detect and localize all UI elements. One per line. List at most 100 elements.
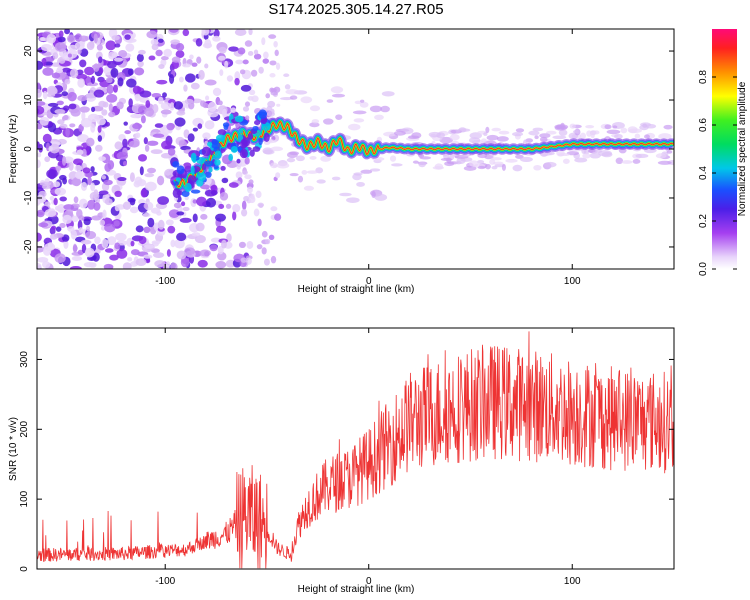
spectrogram-cell [418,162,426,168]
spectrogram-cell [175,50,185,59]
spectrogram-cell [140,115,146,124]
spectrogram-cell [360,169,373,174]
spectrogram-cell [77,95,88,102]
spectrogram-cell [54,41,67,52]
spectrogram-cell [360,99,365,103]
spectrogram-cell [128,140,140,148]
spectrogram-cell [544,161,557,168]
spectrogram-cell [303,185,315,191]
spectrogram-cell [242,106,250,112]
spectrogram-cell [71,256,83,261]
spectrogram-cell [256,244,263,250]
spectrogram-cell [63,114,69,121]
spectrogram-cell [172,161,180,168]
spectrogram-cell [132,123,143,130]
spectrogram-cell [240,139,247,150]
spectrogram-cell [232,211,237,221]
spectrogram-cell [87,199,96,210]
spectrogram-cell [191,62,198,67]
spectrogram-cell [244,40,253,47]
spectrogram-cell [37,88,42,98]
spectrogram-cell [251,95,259,103]
spectrogram-cell [196,196,207,207]
spectrogram-cell [407,135,420,140]
spectrogram-cell [268,234,275,240]
spectrogram-cell [658,133,672,140]
spectrogram-cell [182,206,190,212]
spectrogram-cell [208,166,213,173]
spectrogram-cell [44,201,51,207]
spectrogram-cell [165,219,174,226]
spectrogram-cell [556,124,562,130]
spectrogram-cell [266,105,273,112]
spectrogram-cell [92,105,104,112]
spectrogram-cell [164,168,175,179]
spectrogram-cell [539,136,548,143]
spectrogram-cell [68,161,74,171]
spectrogram-cell [122,201,132,210]
spectrogram-cell [252,146,261,152]
spectrogram-cell [354,100,362,105]
spectrogram-cell [207,108,220,118]
spectrogram-cell [205,197,217,208]
spectrogram-cell [589,152,601,159]
spectrogram-cell [252,125,259,131]
spectrogram-cell [174,238,185,249]
spectrogram-y-tick-label: 10 [23,94,34,106]
spectrogram-cell [261,37,266,46]
spectrogram-cell [155,49,163,57]
spectrogram-cell [258,66,264,74]
spectrogram-cell [512,164,523,172]
snr-x-tick-label: 0 [366,576,372,587]
spectrogram-cell [44,56,55,63]
spectrogram-cell [525,138,534,143]
spectrogram-cell [195,38,203,47]
spectrogram-cell [200,100,206,107]
spectrogram-cell [67,91,77,102]
spectrogram-cell [138,49,146,55]
spectrogram-cell [129,198,136,206]
spectrogram-cell [124,130,132,135]
spectrogram-cell [178,76,184,83]
spectrogram-cell [99,219,106,226]
spectrogram-cell [204,38,212,49]
spectrogram-cell [176,211,185,216]
spectrogram-cell [246,240,254,249]
spectrogram-cell [78,35,89,42]
spectrogram-cell [546,130,557,135]
spectrogram-cell [49,195,55,201]
spectrogram-cell [158,96,164,105]
snr-x-tick-label: 100 [564,576,581,587]
spectrogram-cell [103,263,114,269]
spectrogram-cell [80,239,92,245]
spectrogram-cell [151,92,162,98]
spectrogram-cell [42,133,52,143]
spectrogram-cell [122,262,132,269]
spectrogram-cell [255,190,262,199]
spectrogram-cell [103,179,113,186]
spectrogram-cell [129,172,135,183]
spectrogram-cell [286,157,296,163]
spectrogram-cell [101,175,107,180]
spectrogram-cell [225,259,236,268]
spectrogram-cell [215,134,226,142]
spectrogram-cell [234,71,241,81]
spectrogram-cell [262,149,275,155]
spectrogram-cell [77,78,85,88]
spectrogram-cell [115,232,127,242]
spectrogram-cell [180,145,191,151]
spectrogram-cell [214,159,221,166]
spectrogram-cell [449,134,460,141]
spectrogram-cell [428,131,441,138]
spectrogram-cell [463,165,477,171]
spectrogram-cell [104,248,114,253]
spectrogram-cell [369,105,383,113]
spectrogram-cell [145,100,151,109]
spectrogram-cell [635,153,649,159]
spectrogram-cell [175,43,185,52]
spectrogram-cell [42,67,54,76]
spectrogram-cell [101,109,108,116]
spectrogram-cell [496,136,509,142]
spectrogram-cell [249,149,255,157]
spectrogram-cell [390,155,397,162]
